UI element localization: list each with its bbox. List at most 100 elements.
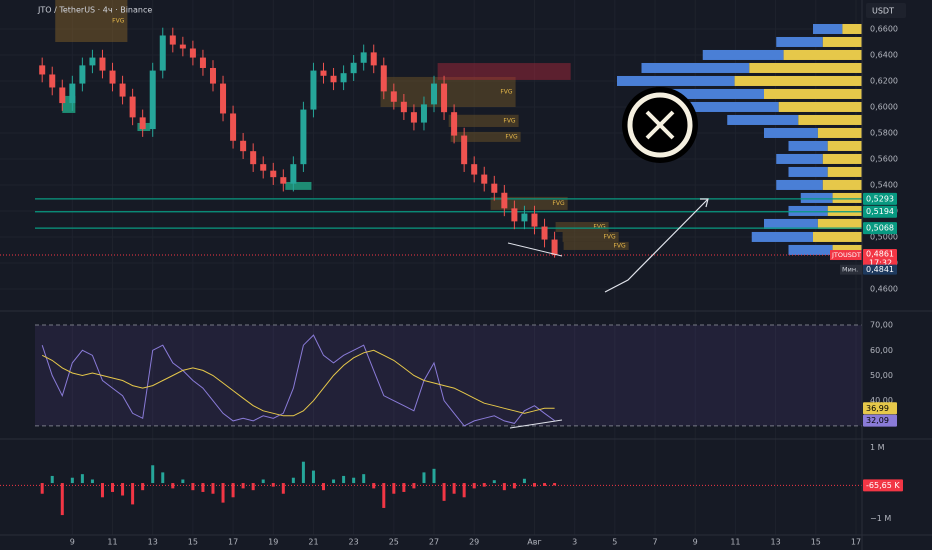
- candle-body: [360, 52, 367, 63]
- candle-body: [400, 101, 407, 113]
- candle-body: [39, 65, 46, 75]
- candle-body: [290, 164, 297, 184]
- fvg-zone: [490, 196, 568, 210]
- candle-body: [471, 164, 478, 175]
- candle-body: [541, 226, 548, 240]
- candle-body: [431, 83, 438, 105]
- bar: [131, 483, 135, 505]
- fvg-zone-label: FVG: [112, 17, 125, 24]
- y-tick-label: 0,6400: [870, 50, 898, 59]
- x-tick-label: 27: [429, 538, 439, 547]
- indicator-value-label-box: [863, 414, 897, 427]
- bar: [412, 483, 416, 489]
- bar: [161, 472, 165, 484]
- profile-buy: [832, 192, 862, 203]
- profile-buy: [817, 127, 862, 138]
- bar: [422, 472, 426, 484]
- profile-buy: [817, 218, 862, 229]
- candle-body: [260, 164, 267, 171]
- fvg-zone-label: FVG: [503, 117, 516, 124]
- y-tick-label: 0,6000: [870, 102, 898, 111]
- candle-body: [350, 62, 357, 74]
- symbol-box: [830, 250, 862, 261]
- fvg-zone-label: FVG: [552, 200, 565, 207]
- indicator-value-label-box: [863, 402, 897, 415]
- candle-body: [410, 112, 417, 123]
- candle-body: [109, 70, 116, 84]
- bar: [362, 474, 366, 484]
- fvg-zone: [562, 232, 619, 242]
- indicator-line: [41, 334, 555, 427]
- profile-sell: [702, 49, 784, 60]
- bar: [502, 483, 506, 491]
- candle-body: [521, 213, 528, 222]
- candle-body: [49, 74, 56, 88]
- candle-body: [89, 57, 96, 66]
- profile-sell: [751, 231, 813, 242]
- profile-sell: [727, 114, 799, 125]
- candle-body: [169, 35, 176, 45]
- fvg-zone: [55, 0, 128, 42]
- y-tick-label: 0,6600: [870, 24, 898, 33]
- bar: [432, 468, 436, 484]
- bar: [332, 479, 336, 484]
- candle-body: [461, 135, 468, 165]
- candle-body: [300, 109, 307, 165]
- x-tick-label: 9: [70, 538, 75, 547]
- profile-buy: [813, 231, 862, 242]
- trend-line: [509, 419, 563, 429]
- bar: [301, 461, 305, 484]
- bar: [211, 483, 215, 494]
- profile-sell: [776, 36, 823, 47]
- indicator-line: [41, 349, 555, 417]
- x-tick-label: 13: [771, 538, 781, 547]
- candle-body: [270, 170, 277, 178]
- bar: [512, 483, 516, 489]
- candle-body: [451, 112, 458, 136]
- bar: [372, 483, 376, 489]
- x-tick-label: 21: [308, 538, 318, 547]
- candle-body: [149, 70, 156, 130]
- indicator-value-label: 32,09: [866, 416, 889, 425]
- bar: [442, 483, 446, 501]
- trend-line: [507, 242, 563, 257]
- price-line-label: 0,5194: [866, 207, 894, 216]
- candle-body: [491, 183, 498, 193]
- y-tick-label: 60,00: [870, 346, 893, 355]
- bar: [151, 465, 155, 484]
- profile-sell: [617, 75, 735, 86]
- profile-buy: [798, 114, 862, 125]
- candle-body: [189, 48, 196, 58]
- low-label: 0,4841: [866, 265, 894, 274]
- currency: USDT: [872, 7, 894, 16]
- bar: [90, 479, 94, 484]
- x-tick-label: 19: [268, 538, 278, 547]
- profile-buy: [764, 88, 862, 99]
- bar: [191, 483, 195, 491]
- fvg-zone-label: FVG: [593, 224, 606, 231]
- timer: 17:32: [869, 259, 892, 268]
- candle-body: [129, 96, 136, 118]
- price-line-label-box: [863, 205, 897, 218]
- profile-buy: [734, 75, 862, 86]
- indicator-value-label: 36,99: [866, 404, 889, 413]
- profile-buy: [832, 244, 862, 255]
- low-label-box: [863, 264, 897, 275]
- y-tick-label: 0,5600: [870, 154, 898, 163]
- profile-sell: [764, 127, 818, 138]
- logo-mark: [645, 110, 675, 140]
- candle-body: [230, 113, 237, 141]
- candle-body: [69, 83, 76, 104]
- fvg-zone-label: FVG: [505, 133, 518, 140]
- price-line-label: 0,5293: [866, 194, 894, 203]
- profile-buy: [827, 205, 862, 216]
- candle-body: [179, 44, 186, 49]
- symbol: JTOUSDT: [831, 251, 861, 259]
- x-tick-label: 17: [851, 538, 861, 547]
- bar: [342, 475, 346, 484]
- candle-body: [501, 192, 508, 209]
- y-tick-label: 40,00: [870, 396, 893, 405]
- candle-body: [320, 70, 327, 76]
- candle-body: [59, 87, 66, 104]
- profile-buy: [749, 62, 862, 73]
